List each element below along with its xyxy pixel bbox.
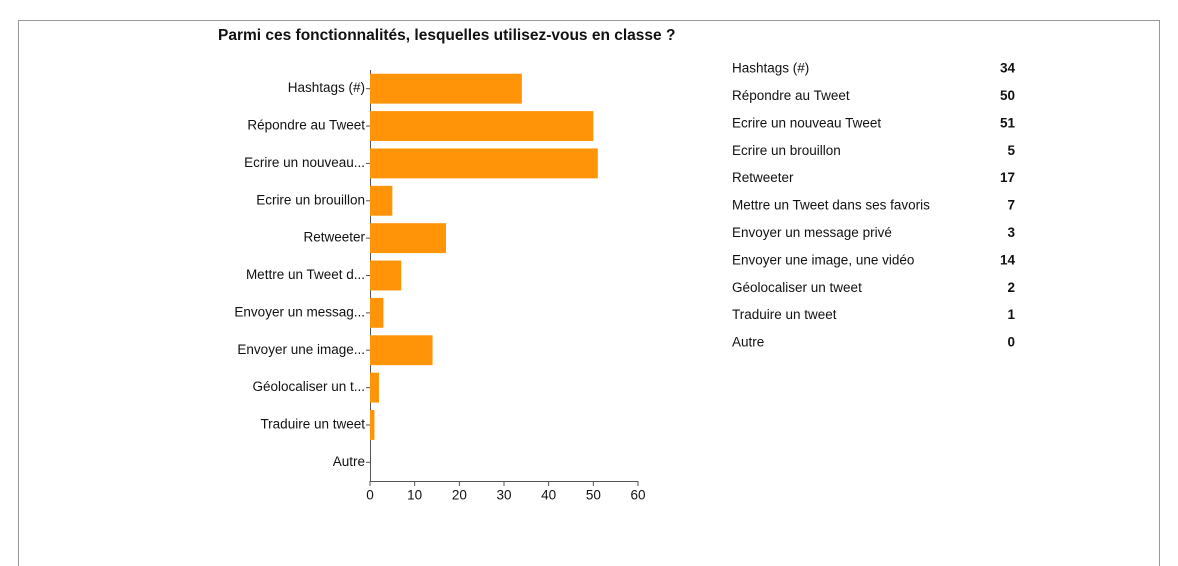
bar bbox=[370, 73, 522, 104]
frame bbox=[18, 20, 1160, 566]
bar bbox=[370, 111, 594, 141]
summary-label: Ecrire un nouveau Tweet bbox=[732, 115, 881, 130]
summary-label: Mettre un Tweet dans ses favoris bbox=[732, 198, 930, 213]
summary-value: 14 bbox=[1000, 252, 1016, 267]
summary-label: Retweeter bbox=[732, 170, 794, 185]
summary-label: Répondre au Tweet bbox=[732, 88, 850, 103]
x-tick-label: 0 bbox=[366, 488, 374, 503]
y-tick-label: Mettre un Tweet d... bbox=[246, 267, 365, 282]
summary-value: 51 bbox=[1000, 115, 1016, 130]
y-tick-label: Répondre au Tweet bbox=[247, 118, 365, 133]
y-tick-label: Retweeter bbox=[303, 230, 365, 245]
x-tick-label: 30 bbox=[496, 488, 511, 503]
bar bbox=[370, 335, 433, 366]
x-tick-label: 40 bbox=[541, 488, 556, 503]
bar bbox=[370, 223, 446, 254]
bar bbox=[370, 410, 375, 440]
summary-label: Traduire un tweet bbox=[732, 307, 837, 322]
x-tick-label: 20 bbox=[452, 488, 467, 503]
summary-label: Ecrire un brouillon bbox=[732, 143, 841, 158]
bar bbox=[370, 372, 379, 403]
x-tick-label: 60 bbox=[630, 488, 645, 503]
y-tick-label: Géolocaliser un t... bbox=[252, 379, 365, 394]
summary-value: 50 bbox=[1000, 88, 1015, 103]
summary-label: Envoyer un message privé bbox=[732, 225, 892, 240]
bar bbox=[370, 297, 384, 328]
summary-label: Autre bbox=[732, 335, 764, 350]
y-tick-label: Envoyer un messag... bbox=[234, 304, 365, 319]
bar bbox=[370, 148, 598, 179]
x-tick-label: 10 bbox=[407, 488, 422, 503]
bar bbox=[370, 185, 393, 216]
summary-value: 7 bbox=[1007, 198, 1015, 213]
summary-value: 5 bbox=[1007, 143, 1015, 158]
summary-label: Géolocaliser un tweet bbox=[732, 280, 862, 295]
y-tick-label: Ecrire un nouveau... bbox=[244, 155, 365, 170]
summary-label: Envoyer une image, une vidéo bbox=[732, 252, 914, 267]
summary-value: 1 bbox=[1007, 307, 1015, 322]
y-tick-label: Ecrire un brouillon bbox=[256, 192, 365, 207]
summary-label: Hashtags (#) bbox=[732, 61, 809, 76]
y-tick-label: Hashtags (#) bbox=[288, 80, 365, 95]
y-tick-label: Traduire un tweet bbox=[260, 417, 365, 432]
y-tick-label: Autre bbox=[333, 454, 365, 469]
summary-value: 3 bbox=[1007, 225, 1015, 240]
summary-value: 17 bbox=[1000, 170, 1015, 185]
x-tick-label: 50 bbox=[586, 488, 601, 503]
bar bbox=[370, 260, 402, 291]
summary-value: 34 bbox=[1000, 61, 1016, 76]
chart-title: Parmi ces fonctionnalités, lesquelles ut… bbox=[218, 27, 675, 44]
y-tick-label: Envoyer une image... bbox=[237, 342, 365, 357]
summary-value: 0 bbox=[1007, 335, 1015, 350]
summary-value: 2 bbox=[1007, 280, 1015, 295]
